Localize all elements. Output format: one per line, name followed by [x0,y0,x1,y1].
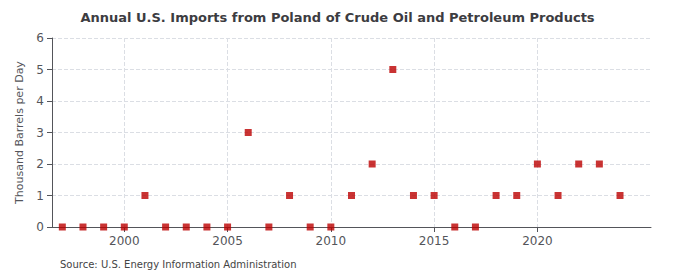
svg-text:0: 0 [36,220,44,234]
svg-text:1: 1 [36,189,44,203]
svg-text:2010: 2010 [316,234,347,248]
svg-text:3: 3 [36,126,44,140]
svg-text:2020: 2020 [522,234,553,248]
svg-text:Annual U.S. Imports from Polan: Annual U.S. Imports from Poland of Crude… [80,10,594,25]
svg-text:Thousand Barrels per Day: Thousand Barrels per Day [13,61,26,205]
svg-text:2: 2 [36,157,44,171]
svg-text:2005: 2005 [212,234,243,248]
svg-text:6: 6 [36,31,44,45]
svg-text:Source: U.S. Energy Informatio: Source: U.S. Energy Information Administ… [60,259,297,270]
svg-text:5: 5 [36,63,44,77]
svg-text:2000: 2000 [109,234,140,248]
svg-text:2015: 2015 [419,234,450,248]
svg-text:4: 4 [36,94,44,108]
